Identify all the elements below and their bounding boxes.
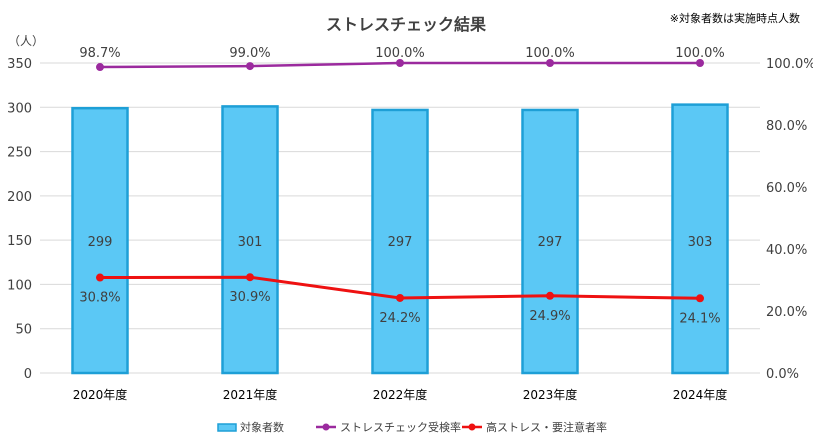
series-value-label: 24.2% xyxy=(379,311,420,326)
series-value-label: 99.0% xyxy=(229,46,270,61)
bar-value-label: 297 xyxy=(538,235,563,250)
left-tick-label: 50 xyxy=(15,323,32,338)
left-tick-label: 0 xyxy=(24,367,32,382)
left-tick-label: 200 xyxy=(7,190,32,205)
series-value-label: 30.9% xyxy=(229,290,270,305)
chart-title: ストレスチェック結果 xyxy=(326,15,486,34)
category-label: 2021年度 xyxy=(223,387,278,402)
bar xyxy=(521,108,579,375)
category-label: 2020年度 xyxy=(73,387,128,402)
series-value-label: 100.0% xyxy=(375,46,425,61)
bar-value-label: 297 xyxy=(388,235,413,250)
series-value-label: 24.9% xyxy=(529,309,570,324)
category-label: 2024年度 xyxy=(673,387,728,402)
series-point xyxy=(246,62,254,71)
chart-note: ※対象者数は実施時点人数 xyxy=(670,11,800,25)
legend-swatch-marker xyxy=(468,423,476,431)
left-tick-label: 350 xyxy=(7,57,32,72)
left-tick-label: 100 xyxy=(7,278,32,293)
legend-label: 対象者数 xyxy=(240,420,284,434)
right-tick-label: 100.0% xyxy=(766,57,813,72)
bar-value-label: 303 xyxy=(688,235,713,250)
series-point xyxy=(96,273,104,282)
series-point xyxy=(96,63,104,72)
series-point xyxy=(696,59,704,67)
series-value-label: 98.7% xyxy=(79,46,120,61)
left-axis-unit: （人） xyxy=(8,34,44,48)
right-tick-label: 80.0% xyxy=(766,119,807,134)
series-point xyxy=(546,59,554,67)
series-point xyxy=(546,291,554,300)
legend-label: ストレスチェック受検率 xyxy=(340,420,461,434)
bar xyxy=(671,103,729,375)
series-value-label: 24.1% xyxy=(679,311,720,326)
legend-swatch-bar xyxy=(217,423,237,432)
series-point xyxy=(396,59,404,67)
left-tick-label: 250 xyxy=(7,146,32,161)
bar-value-label: 299 xyxy=(88,235,113,250)
bar-value-label: 301 xyxy=(238,235,263,250)
series-point xyxy=(246,273,254,282)
series-value-label: 100.0% xyxy=(525,46,575,61)
bar xyxy=(371,108,429,375)
series-point xyxy=(396,293,404,302)
series-value-label: 100.0% xyxy=(675,46,725,61)
series-point xyxy=(696,294,704,303)
left-tick-label: 300 xyxy=(7,101,32,116)
legend-swatch-marker xyxy=(322,423,330,431)
bar xyxy=(71,106,129,375)
bar xyxy=(221,105,279,375)
category-label: 2022年度 xyxy=(373,387,428,402)
left-tick-label: 150 xyxy=(7,234,32,249)
category-label: 2023年度 xyxy=(523,387,578,402)
series-value-label: 30.8% xyxy=(79,291,120,306)
right-tick-label: 40.0% xyxy=(766,243,807,258)
right-tick-label: 0.0% xyxy=(766,367,799,382)
right-tick-label: 20.0% xyxy=(766,305,807,320)
legend-label: 高ストレス・要注意者率 xyxy=(486,420,607,434)
right-tick-label: 60.0% xyxy=(766,181,807,196)
